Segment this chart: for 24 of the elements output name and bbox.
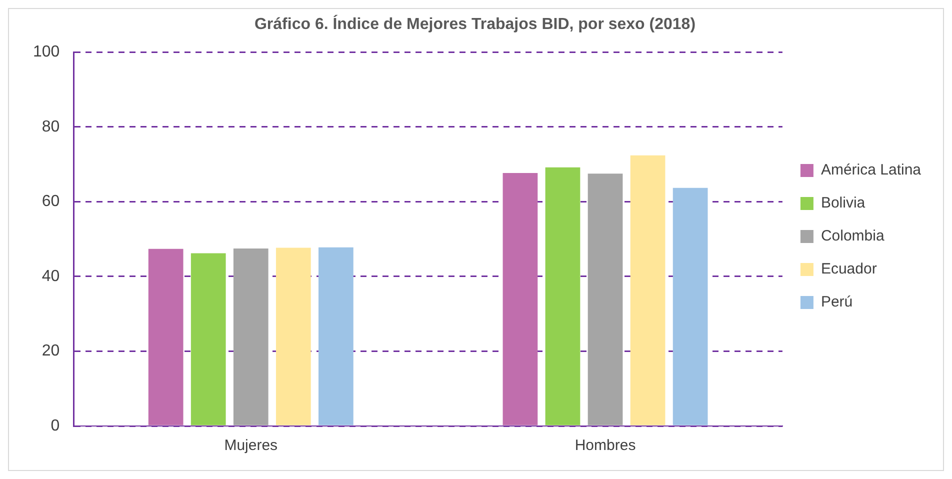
bar bbox=[672, 188, 708, 426]
chart-title: Gráfico 6. Índice de Mejores Trabajos BID, por sexo (2018) bbox=[254, 14, 696, 34]
y-tick-label: 40 bbox=[42, 268, 60, 285]
bar bbox=[276, 248, 311, 426]
bar bbox=[318, 247, 354, 426]
bar bbox=[545, 167, 580, 426]
y-tick-label: 0 bbox=[50, 417, 60, 434]
legend-label: Perú bbox=[820, 294, 853, 311]
legend-label: Ecuador bbox=[820, 260, 877, 278]
legend-label: América Latina bbox=[820, 162, 922, 179]
x-tick-label: Mujeres bbox=[224, 437, 278, 454]
legend-label: Bolivia bbox=[820, 194, 866, 212]
bar bbox=[148, 248, 184, 426]
y-tick-label: 80 bbox=[42, 118, 60, 136]
bar bbox=[190, 253, 226, 426]
y-tick-label: 60 bbox=[42, 193, 60, 210]
y-tick-label: 20 bbox=[42, 342, 60, 360]
bar bbox=[233, 248, 268, 426]
legend-label: Colombia bbox=[820, 228, 885, 245]
bar bbox=[502, 172, 538, 426]
x-tick-label: Hombres bbox=[574, 437, 636, 454]
bar bbox=[630, 155, 666, 426]
y-tick-label: 100 bbox=[32, 44, 60, 61]
bar bbox=[588, 174, 623, 426]
